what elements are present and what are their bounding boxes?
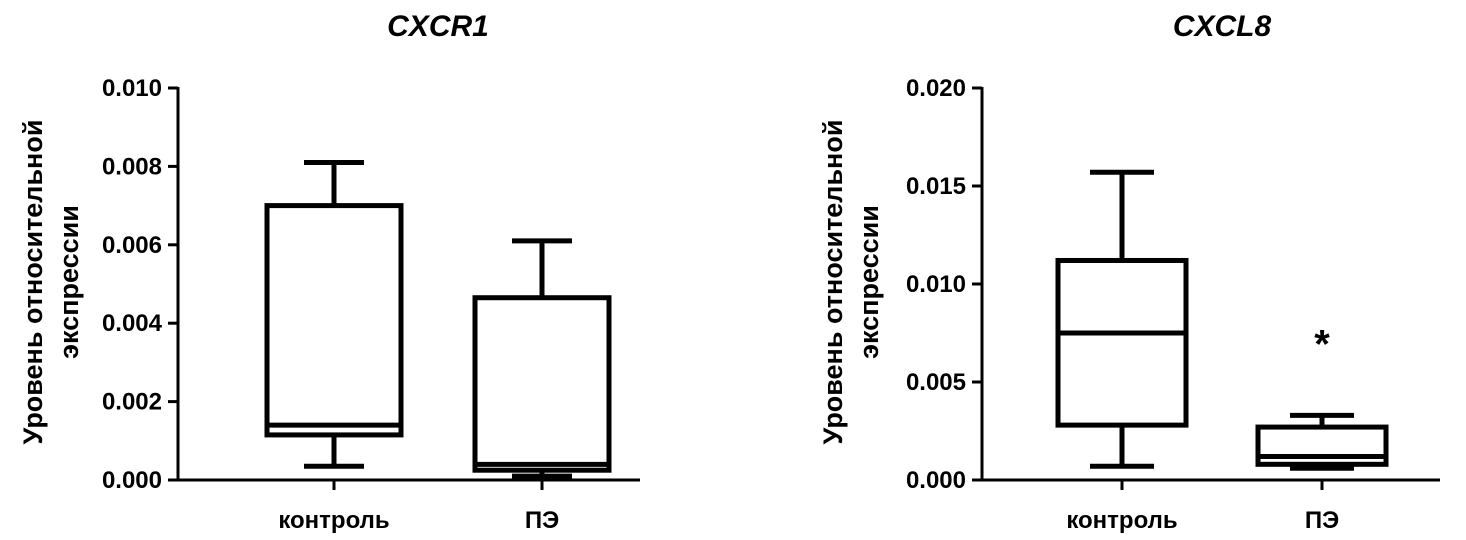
iqr-box [1255,424,1389,467]
y-axis-label: Уровень относительной экспрессии [18,120,84,445]
x-category-label: контроль [278,507,389,534]
x-category-label: ПЭ [525,507,559,534]
iqr-box [1055,257,1189,428]
y-tick-label: 0.006 [102,232,162,259]
y-tick-label: 0.002 [102,389,162,416]
y-tick-label: 0.005 [906,369,966,396]
significance-marker: * [1314,322,1330,366]
y-axis-label-line: экспрессии [54,205,84,359]
y-axis-label-line: экспрессии [854,205,884,359]
boxplot-pe: * [1255,322,1389,471]
y-tick-label: 0.015 [906,173,966,200]
x-category-label: ПЭ [1305,507,1339,534]
y-tick-label: 0.008 [102,153,162,180]
y-tick-label: 0.004 [102,310,163,337]
chart-title: CXCR1 [387,10,489,43]
chart-title: CXCL8 [1173,10,1272,43]
y-axis-label-line: Уровень относительной [818,120,848,445]
chart-panel-1: CXCR1 Уровень относительной экспрессии 0.00… [18,10,640,534]
y-tick-label: 0.000 [906,467,966,494]
y-tick-label: 0.000 [102,467,162,494]
y-axis-label: Уровень относительной экспрессии [818,120,884,445]
y-axis-label-line: Уровень относительной [18,120,48,445]
x-category-label: контроль [1066,507,1177,534]
boxplot-control [264,159,404,469]
iqr-box [472,295,612,473]
boxplot-control [1055,169,1189,469]
boxplot-pe [472,238,612,479]
iqr-box [264,203,404,438]
y-tick-label: 0.010 [102,75,162,102]
chart-panel-2: CXCL8 Уровень относительной экспрессии 0.00… [818,10,1440,534]
y-tick-label: 0.020 [906,75,966,102]
y-tick-label: 0.010 [906,271,966,298]
